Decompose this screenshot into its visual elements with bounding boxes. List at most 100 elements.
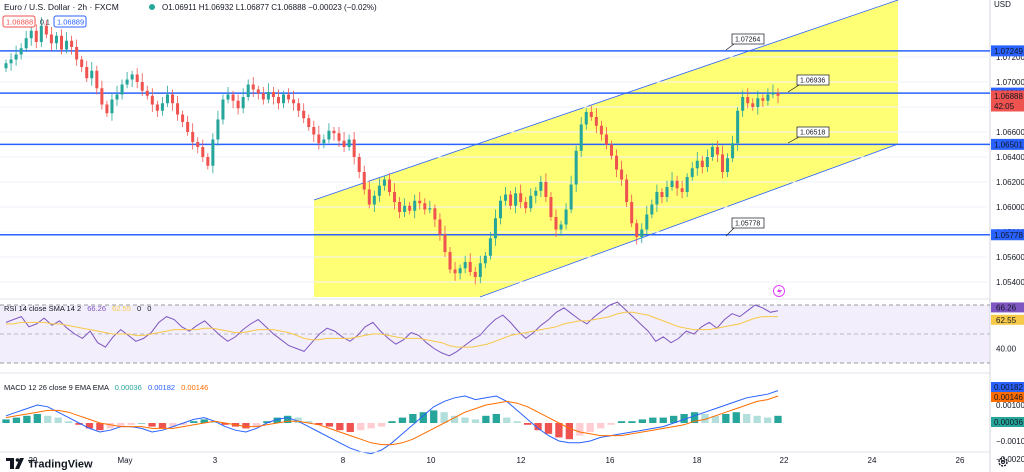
- candle[interactable]: [59, 29, 64, 55]
- candle[interactable]: [226, 87, 230, 104]
- candle[interactable]: [776, 88, 780, 104]
- candle[interactable]: [251, 77, 255, 97]
- candle[interactable]: [387, 173, 391, 196]
- candle[interactable]: [524, 197, 528, 214]
- candle[interactable]: [630, 194, 634, 228]
- gear-icon[interactable]: [998, 457, 1008, 467]
- symbol-title[interactable]: Euro / U.S. Dollar · 2h · FXCM: [4, 2, 119, 12]
- candle[interactable]: [65, 32, 69, 54]
- candle[interactable]: [231, 90, 235, 109]
- candle[interactable]: [756, 90, 760, 115]
- candle[interactable]: [625, 174, 629, 208]
- candle[interactable]: [584, 108, 588, 130]
- tradingview-logo[interactable]: TradingView: [6, 458, 93, 471]
- candle[interactable]: [155, 100, 159, 117]
- candle[interactable]: [342, 132, 346, 152]
- candle[interactable]: [423, 198, 427, 215]
- candle[interactable]: [483, 252, 487, 269]
- candle[interactable]: [569, 175, 573, 214]
- candle[interactable]: [261, 87, 265, 105]
- candle[interactable]: [453, 262, 457, 281]
- candle[interactable]: [337, 127, 341, 147]
- candle[interactable]: [191, 123, 195, 150]
- candle[interactable]: [700, 155, 704, 174]
- candle[interactable]: [332, 127, 336, 141]
- candle[interactable]: [206, 153, 210, 170]
- candle[interactable]: [362, 165, 366, 195]
- candle[interactable]: [544, 173, 548, 202]
- candle[interactable]: [675, 175, 679, 196]
- candle[interactable]: [221, 94, 225, 125]
- candle[interactable]: [670, 172, 674, 191]
- candle[interactable]: [39, 17, 43, 47]
- candle[interactable]: [403, 198, 407, 217]
- candle[interactable]: [458, 264, 462, 280]
- candle[interactable]: [720, 145, 725, 179]
- candle[interactable]: [473, 267, 477, 285]
- candle[interactable]: [266, 83, 270, 104]
- candle[interactable]: [509, 190, 513, 210]
- candle[interactable]: [771, 84, 775, 99]
- candle[interactable]: [276, 89, 280, 110]
- candle[interactable]: [539, 175, 543, 197]
- candle[interactable]: [186, 115, 190, 136]
- annotation-box[interactable]: [796, 126, 830, 138]
- candle[interactable]: [736, 107, 740, 151]
- candle[interactable]: [44, 20, 48, 39]
- candle[interactable]: [660, 188, 664, 204]
- candle[interactable]: [125, 72, 129, 89]
- candle[interactable]: [665, 180, 669, 202]
- candle[interactable]: [287, 88, 291, 104]
- candle[interactable]: [90, 62, 94, 86]
- buy-button[interactable]: [53, 15, 87, 28]
- candle[interactable]: [95, 65, 99, 95]
- candle[interactable]: [9, 53, 13, 71]
- candle[interactable]: [312, 120, 316, 142]
- candle[interactable]: [564, 203, 568, 230]
- candle[interactable]: [34, 24, 38, 49]
- candle[interactable]: [428, 200, 432, 214]
- annotation-box[interactable]: [796, 74, 830, 86]
- candle[interactable]: [498, 195, 502, 225]
- candle[interactable]: [216, 110, 220, 146]
- candle[interactable]: [655, 184, 659, 213]
- candle[interactable]: [246, 79, 250, 101]
- candle[interactable]: [589, 105, 593, 121]
- candle[interactable]: [165, 85, 169, 107]
- candle[interactable]: [110, 93, 114, 121]
- candle[interactable]: [85, 60, 89, 82]
- candle[interactable]: [317, 125, 321, 150]
- candle[interactable]: [579, 117, 583, 157]
- candle[interactable]: [282, 90, 286, 109]
- candle[interactable]: [271, 87, 275, 105]
- candle[interactable]: [256, 85, 260, 100]
- candle[interactable]: [393, 183, 397, 210]
- candle[interactable]: [519, 184, 523, 209]
- candle[interactable]: [645, 205, 649, 235]
- candle[interactable]: [170, 89, 175, 111]
- candle[interactable]: [236, 94, 240, 115]
- candle[interactable]: [690, 162, 694, 181]
- channel-lower-line[interactable]: [479, 143, 899, 298]
- candle[interactable]: [726, 153, 730, 177]
- candle[interactable]: [49, 27, 53, 51]
- candle[interactable]: [211, 133, 215, 174]
- rsi-legend[interactable]: RSI 14 close SMA 14 2 66.26 62.55 0 0: [4, 304, 151, 313]
- macd-line[interactable]: [5, 390, 779, 455]
- candle[interactable]: [443, 225, 447, 257]
- candle[interactable]: [176, 95, 180, 121]
- annotation-box[interactable]: [731, 217, 765, 229]
- candle[interactable]: [413, 194, 417, 219]
- candle[interactable]: [574, 145, 578, 192]
- candle[interactable]: [408, 202, 412, 215]
- candle[interactable]: [463, 255, 467, 274]
- candle[interactable]: [357, 153, 361, 179]
- candle[interactable]: [488, 232, 492, 260]
- candle[interactable]: [766, 88, 770, 106]
- candle[interactable]: [302, 103, 306, 124]
- candle[interactable]: [438, 213, 442, 241]
- candle[interactable]: [650, 199, 654, 219]
- candle[interactable]: [135, 68, 139, 89]
- candle[interactable]: [615, 149, 619, 178]
